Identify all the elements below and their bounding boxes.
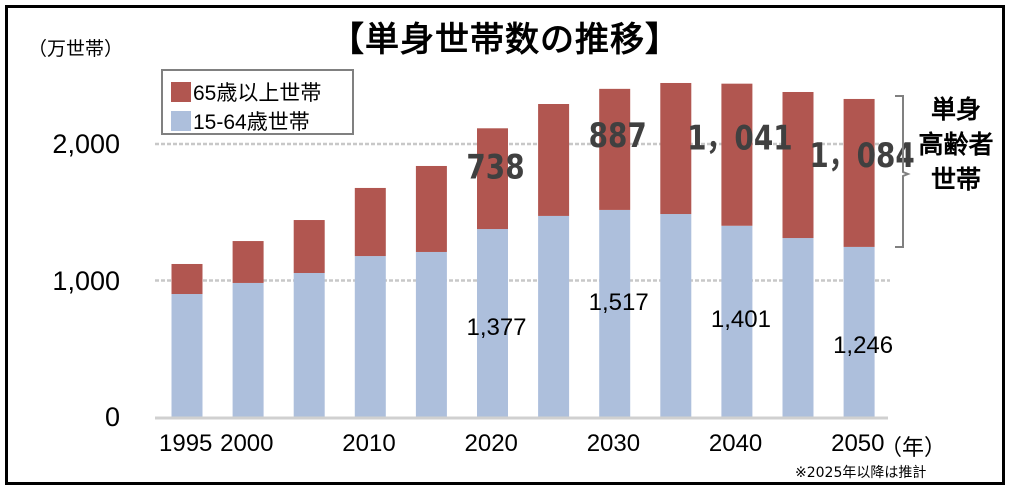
x-tick-label-2030: 2030: [586, 430, 641, 457]
bracket-annotation-label: 単身 高齢者 世帯: [906, 92, 1006, 197]
bar-15-64-2020: [477, 229, 508, 417]
bar-65plus-2035: [660, 82, 692, 215]
chart-title: 【単身世帯数の推移】: [330, 20, 680, 60]
bar-15-64-2045: [782, 238, 814, 417]
bar-65plus-2010: [354, 187, 386, 257]
bracket-label-line-1: 単身: [930, 95, 981, 124]
bar-15-64-2005: [293, 272, 325, 417]
data-label-65plus-2040: 1，041: [687, 119, 792, 158]
y-axis-unit-label: （万世帯）: [28, 38, 124, 60]
x-tick-label-2040: 2040: [708, 430, 763, 457]
bracket-label-line-2: 高齢者: [918, 130, 994, 159]
bar-65plus-2020: [477, 128, 508, 230]
chart-frame: [5, 5, 1005, 485]
bar-15-64-1995: [171, 294, 203, 417]
legend-swatch-red: [171, 82, 191, 102]
bar-15-64-2000: [232, 282, 264, 417]
data-label-15-64-2030: 1,517: [589, 289, 649, 316]
legend-item-65plus: 65歳以上世帯: [171, 77, 321, 107]
bar-65plus-2025: [538, 104, 570, 216]
data-label-65plus-2050: 1，084: [809, 137, 914, 176]
bar-15-64-2010: [354, 256, 386, 417]
x-tick-label-2010: 2010: [342, 430, 396, 457]
data-label-15-64-2040: 1,401: [711, 306, 771, 333]
chart-legend: 65歳以上世帯 15-64歳世帯: [161, 69, 354, 135]
bar-15-64-2040: [721, 225, 753, 417]
y-tick-label-0: 0: [104, 402, 120, 432]
bar-15-64-2050: [843, 246, 875, 417]
data-label-65plus-2020: 738: [466, 148, 524, 187]
legend-label-15-64: 15-64歳世帯: [193, 111, 310, 134]
legend-swatch-blue: [171, 111, 191, 131]
data-label-15-64-2020: 1,377: [466, 314, 526, 341]
bar-65plus-1995: [171, 263, 203, 295]
bar-65plus-2015: [415, 165, 447, 252]
bar-15-64-2015: [415, 251, 447, 417]
bar-65plus-2045: [782, 91, 814, 239]
bar-15-64-2035: [660, 214, 692, 417]
bar-65plus-2000: [232, 241, 264, 283]
bar-65plus-2050: [843, 98, 875, 247]
y-tick-label-1000: 1,000: [52, 266, 120, 296]
bar-65plus-2040: [721, 83, 753, 226]
legend-item-15-64: 15-64歳世帯: [171, 106, 310, 136]
x-tick-label-2050: 2050: [831, 430, 885, 457]
data-label-15-64-2050: 1,246: [833, 332, 893, 359]
data-label-65plus-2030: 887: [589, 116, 647, 155]
x-tick-label-2020: 2020: [464, 430, 518, 457]
bracket-label-line-3: 世帯: [930, 165, 981, 194]
bar-65plus-2005: [293, 220, 325, 273]
y-tick-label-2000: 2,000: [52, 129, 120, 159]
x-tick-label-1995: 1995: [159, 430, 213, 457]
x-tick-label-2000: 2000: [220, 430, 274, 457]
legend-label-65plus: 65歳以上世帯: [193, 82, 322, 105]
projection-note: ※2025年以降は推計: [795, 465, 927, 481]
bar-15-64-2030: [599, 209, 631, 417]
x-axis-unit-label: （年）: [880, 436, 947, 461]
bar-65plus-2030: [599, 88, 631, 210]
bracket-shape: [895, 95, 911, 248]
bar-15-64-2025: [538, 215, 570, 417]
